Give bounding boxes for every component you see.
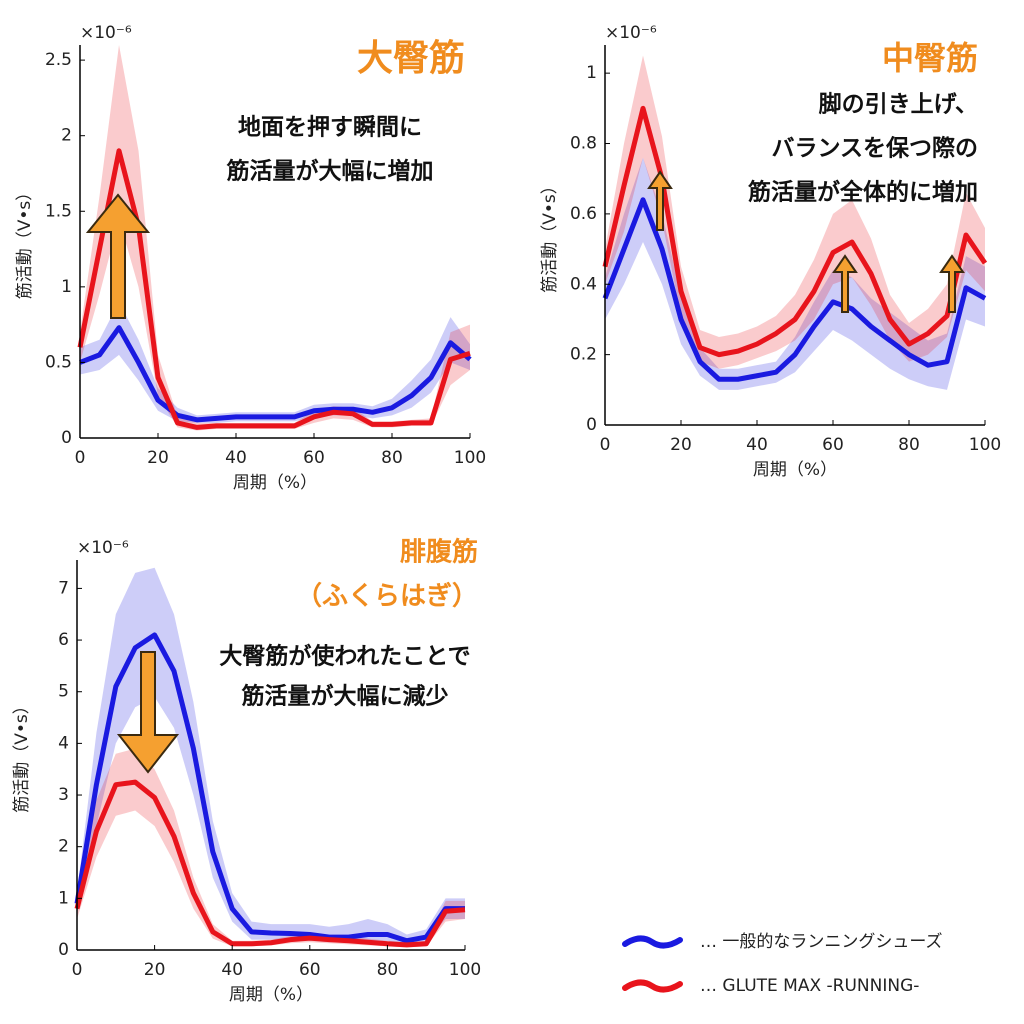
y-tick-label: 0.4	[570, 274, 597, 294]
y-tick-label: 6	[58, 630, 69, 650]
y-tick-label: 1.5	[45, 201, 72, 221]
chart: 0 0.2 0.4 0.6 0.8 1 0 20 40 60 80 100 ×10⁻⁶ 周期（%） 筋活動（…	[540, 23, 1001, 480]
arrow-up	[939, 254, 965, 313]
y-tick-label: 1	[586, 63, 597, 83]
x-tick-label: 20	[670, 435, 692, 455]
confidence-band	[77, 567, 465, 945]
y-tick-label: 0.2	[570, 345, 597, 365]
y-exponent: ×10⁻⁶	[80, 23, 132, 43]
series-line	[74, 779, 466, 948]
series-line	[74, 632, 465, 944]
x-axis-label: 周期（%）	[753, 460, 837, 480]
series-line	[602, 197, 987, 382]
x-tick-label: 0	[600, 435, 611, 455]
y-axis-label: 筋活動（V•s）	[15, 184, 35, 300]
confidence-band	[80, 45, 470, 431]
y-tick-label: 2.5	[45, 50, 72, 70]
arrow-up	[832, 254, 858, 313]
arrows	[85, 170, 965, 774]
confidence-band	[605, 157, 985, 390]
x-tick-label: 40	[221, 960, 243, 980]
chart-title: 腓腹筋	[400, 537, 478, 568]
annotation: 筋活量が全体的に増加	[748, 179, 978, 206]
x-tick-label: 20	[144, 960, 166, 980]
y-tick-label: 3	[58, 785, 69, 805]
charts: 00.511.522.50 20 40 60 80 100×10⁻⁶周期（%）筋活動（V•…	[12, 23, 1001, 1005]
x-tick-label: 80	[381, 448, 403, 468]
y-exponent: ×10⁻⁶	[77, 538, 129, 558]
y-tick-label: 7	[58, 578, 69, 598]
x-tick-label: 100	[449, 960, 481, 980]
y-tick-label: 1	[61, 277, 72, 297]
annotation: 筋活量が大幅に減少	[242, 683, 449, 710]
annotation: バランスを保つ際の	[771, 135, 978, 162]
annotation: 脚の引き上げ、	[819, 92, 978, 118]
y-axis-label: 筋活動（V•s）	[540, 177, 560, 293]
x-tick-label: 40	[746, 435, 768, 455]
y-axis-label: 筋活動（V•s）	[12, 697, 32, 813]
y-tick-label: 0.8	[570, 134, 597, 154]
arrow-up	[647, 170, 673, 231]
x-tick-label: 100	[454, 448, 486, 468]
x-tick-label: 60	[822, 435, 844, 455]
series-line	[602, 105, 988, 358]
annotation: 地面を押す瞬間に	[238, 115, 422, 141]
y-tick-label: 0	[586, 415, 597, 435]
confidence-band	[605, 55, 985, 369]
y-tick-label: 2	[61, 126, 72, 146]
legend-swatch	[622, 935, 683, 949]
x-tick-label: 0	[72, 960, 83, 980]
legend-label: … GLUTE MAX -RUNNING-	[700, 976, 919, 996]
series-line	[79, 325, 472, 423]
series-line	[77, 148, 471, 430]
legend: … 一般的なランニングシューズ … GLUTE MAX -RUNNING-	[622, 932, 943, 996]
chart-title: 大臀筋	[357, 38, 465, 79]
x-tick-label: 20	[147, 448, 169, 468]
arrow-up	[85, 193, 151, 319]
confidence-band	[77, 748, 465, 948]
y-tick-label: 5	[58, 682, 69, 702]
x-tick-label: 60	[303, 448, 325, 468]
x-tick-label: 80	[898, 435, 920, 455]
y-tick-label: 4	[58, 733, 69, 753]
chart: 0 1 2 3 4 5 6 7 0 20 40 60 80 100 ×10⁻⁶ 周期（%） 筋活動（V•s） 腓腹…	[12, 537, 481, 1006]
chart-subtitle: （ふくらはぎ）	[296, 582, 478, 612]
x-tick-label: 40	[225, 448, 247, 468]
x-axis-label: 周期（%）	[233, 473, 317, 493]
chart-title: 中臀筋	[882, 39, 978, 77]
y-tick-label: 0.5	[45, 352, 72, 372]
legend-swatch	[622, 979, 683, 993]
x-tick-label: 60	[299, 960, 321, 980]
y-exponent: ×10⁻⁶	[605, 23, 657, 43]
annotation: 筋活量が大幅に増加	[227, 158, 434, 185]
y-tick-label: 1	[58, 888, 69, 908]
annotation: 大臀筋が使われたことで	[219, 643, 470, 670]
x-tick-label: 100	[969, 435, 1001, 455]
legend-label: … 一般的なランニングシューズ	[700, 932, 943, 952]
x-tick-label: 0	[75, 448, 86, 468]
x-tick-label: 80	[377, 960, 399, 980]
y-tick-label: 0	[61, 428, 72, 448]
arrow-down	[116, 651, 180, 774]
y-tick-label: 0.6	[570, 204, 597, 224]
y-tick-label: 0	[58, 940, 69, 960]
x-axis-label: 周期（%）	[229, 985, 313, 1005]
y-tick-label: 2	[58, 837, 69, 857]
